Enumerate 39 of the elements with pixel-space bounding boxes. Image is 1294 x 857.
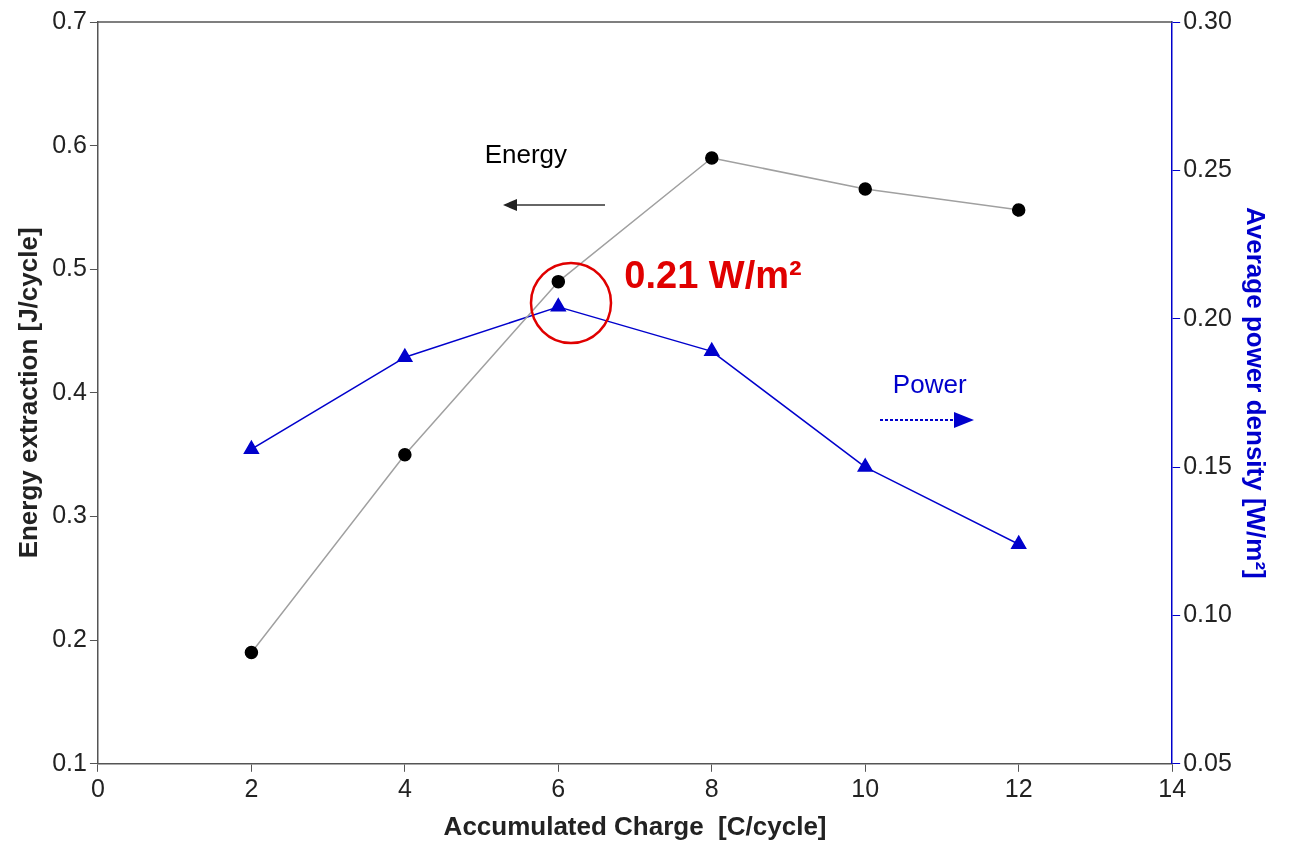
point <box>243 440 260 455</box>
annotation: 0.21 W/m² <box>624 254 802 297</box>
y2-tick-label: 0.05 <box>1183 747 1232 776</box>
y-tick-label: 0.6 <box>52 129 87 158</box>
point <box>1011 203 1026 217</box>
point <box>398 447 412 462</box>
point <box>704 342 720 357</box>
x-tick-label: 4 <box>397 773 412 802</box>
point <box>551 274 566 289</box>
y-tick-label: 0.5 <box>52 253 87 282</box>
y-axis-title: Energy extraction [J/cycle] <box>12 227 43 559</box>
x-tick-label: 8 <box>704 773 719 802</box>
point <box>857 458 873 472</box>
y2-tick-label: 0.15 <box>1183 450 1232 479</box>
y2-tick-label: 0.25 <box>1183 154 1232 183</box>
point <box>858 182 872 196</box>
y-tick-label: 0.7 <box>52 5 87 34</box>
x-tick-label: 12 <box>1004 773 1033 802</box>
y2-tick-label: 0.10 <box>1183 599 1232 628</box>
x-tick-label: 10 <box>851 773 880 802</box>
text: Energy <box>484 138 568 169</box>
point <box>550 298 566 312</box>
x-tick-label: 6 <box>551 773 566 802</box>
x-tick-label: 2 <box>244 773 259 802</box>
point <box>397 348 413 363</box>
y2-tick-label: 0.20 <box>1183 302 1232 331</box>
x-axis-title: Accumulated Charge [C/cycle] <box>443 810 827 841</box>
point <box>1011 535 1027 549</box>
text: Power <box>892 368 967 399</box>
x-tick-label: 14 <box>1158 773 1187 802</box>
point <box>244 645 259 660</box>
y-tick-label: 0.2 <box>52 624 87 653</box>
x-tick-label: 0 <box>91 773 105 802</box>
y-tick-label: 0.3 <box>52 500 87 529</box>
point <box>705 151 719 165</box>
y-tick-label: 0.1 <box>52 747 87 776</box>
y-tick-label: 0.4 <box>52 376 88 405</box>
y2-tick-label: 0.30 <box>1183 5 1232 34</box>
y2-axis-title: Average power density [W/m²] <box>1241 207 1272 579</box>
